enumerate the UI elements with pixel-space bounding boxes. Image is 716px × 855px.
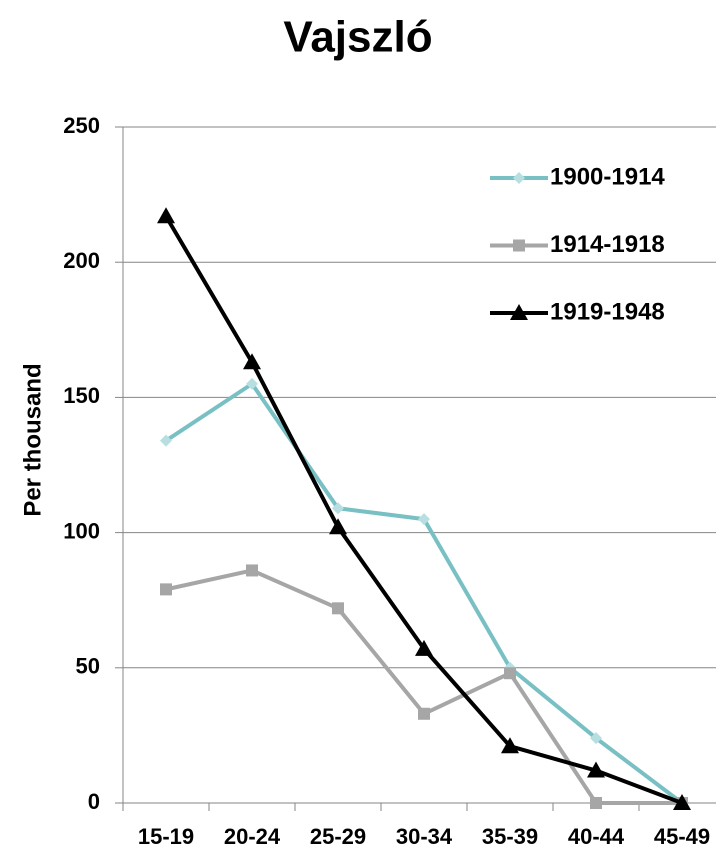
series-line: [165, 568, 682, 805]
x-tick-label: 40-44: [568, 824, 625, 849]
y-axis-label: Per thousand: [19, 363, 46, 516]
legend-marker: [510, 304, 528, 320]
x-tick-label: 20-24: [224, 824, 281, 849]
legend-marker: [513, 239, 525, 252]
data-point: [415, 639, 433, 656]
x-tick-label: 35-39: [482, 824, 538, 849]
x-tick-label: 30-34: [396, 824, 453, 849]
y-tick-label: 150: [63, 383, 100, 408]
x-tick-label: 25-29: [310, 824, 366, 849]
data-point: [332, 502, 344, 515]
data-point: [673, 794, 691, 810]
x-tick-label: 15-19: [138, 824, 194, 849]
data-point: [243, 353, 261, 370]
legend-label: 1914-1918: [550, 231, 665, 258]
data-point: [246, 377, 258, 390]
data-point: [160, 434, 172, 447]
y-tick-label: 50: [76, 654, 100, 679]
data-point: [332, 602, 344, 615]
data-point: [590, 797, 602, 809]
data-point: [160, 583, 172, 596]
data-point: [587, 761, 605, 778]
chart-title: Vajszló: [283, 13, 432, 62]
legend-label: 1900-1914: [550, 163, 665, 190]
y-tick-label: 0: [88, 789, 100, 814]
y-tick-label: 200: [63, 248, 100, 273]
data-point: [590, 732, 602, 745]
y-tick-label: 250: [63, 113, 100, 138]
data-point: [418, 707, 430, 720]
data-point: [418, 513, 430, 526]
series-line: [164, 381, 684, 805]
data-point: [329, 518, 347, 535]
legend-label: 1919-1948: [550, 298, 665, 325]
legend-marker: [513, 172, 525, 184]
data-point: [246, 564, 258, 577]
y-tick-label: 100: [63, 518, 100, 543]
data-point: [504, 667, 516, 680]
data-point: [501, 737, 519, 754]
data-point: [157, 207, 175, 224]
x-tick-label: 45-49: [654, 824, 710, 849]
